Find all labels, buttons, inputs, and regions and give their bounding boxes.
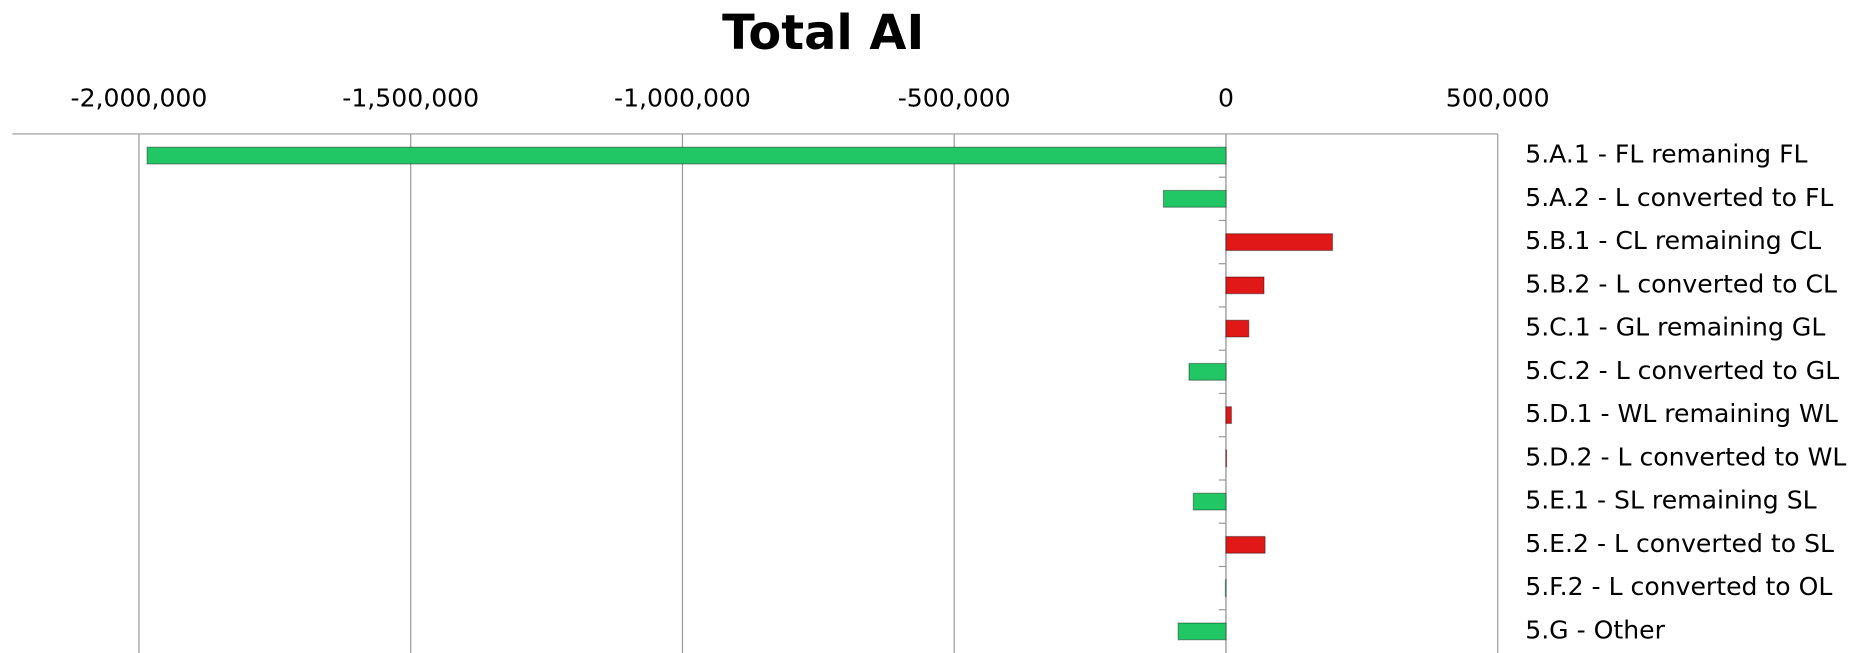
x-tick-label: -500,000 (898, 83, 1011, 112)
bar (1188, 362, 1227, 381)
bar (1225, 535, 1266, 554)
y-tick-label: 5.C.1 - GL remaining GL (1525, 313, 1825, 342)
bar (1225, 406, 1232, 425)
bar (1225, 319, 1250, 338)
x-tick-label: -2,000,000 (71, 83, 208, 112)
y-tick-label: 5.B.2 - L converted to CL (1525, 269, 1837, 298)
bar (1225, 449, 1228, 468)
y-tick-label: 5.E.2 - L converted to SL (1525, 529, 1834, 558)
bar (1224, 579, 1227, 598)
bar (1192, 492, 1227, 511)
y-tick-label: 5.B.1 - CL remaining CL (1525, 226, 1821, 255)
y-tick-label: 5.A.2 - L converted to FL (1525, 183, 1833, 212)
x-tick-label: -1,500,000 (342, 83, 479, 112)
y-tick-label: 5.F.2 - L converted to OL (1525, 572, 1832, 601)
bar (146, 146, 1227, 165)
x-tick-label: 500,000 (1446, 83, 1550, 112)
x-tick-label: -1,000,000 (614, 83, 751, 112)
bar (1225, 233, 1334, 252)
bar (1177, 622, 1227, 641)
y-tick-label: 5.D.1 - WL remaining WL (1525, 399, 1838, 428)
y-tick-label: 5.C.2 - L converted to GL (1525, 356, 1839, 385)
y-tick-label: 5.E.1 - SL remaining SL (1525, 486, 1816, 515)
chart-title: Total AI (722, 6, 924, 61)
y-tick-label: 5.A.1 - FL remaning FL (1525, 140, 1807, 169)
bar (1225, 276, 1265, 295)
y-tick-label: 5.D.2 - L converted to WL (1525, 442, 1846, 471)
bar (1162, 189, 1227, 208)
y-tick-label: 5.G - Other (1525, 615, 1665, 644)
x-tick-label: 0 (1218, 83, 1234, 112)
